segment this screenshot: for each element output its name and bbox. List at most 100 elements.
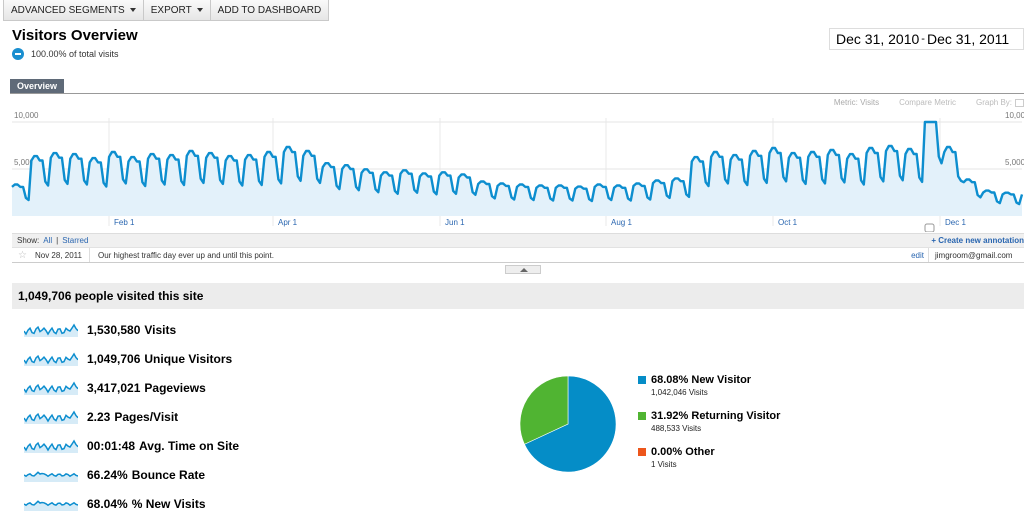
sparkline-icon bbox=[24, 439, 78, 453]
export-button[interactable]: EXPORT bbox=[143, 0, 211, 21]
annotation-date: Nov 28, 2011 bbox=[34, 250, 82, 260]
sparkline-icon bbox=[24, 410, 78, 424]
chart-options: Metric: Visits Compare Metric Graph By: bbox=[834, 98, 1024, 107]
metric-bounce-rate[interactable]: 66.24% Bounce Rate bbox=[24, 465, 205, 485]
metric-label: Avg. Time on Site bbox=[139, 439, 240, 453]
chevron-down-icon bbox=[196, 8, 203, 12]
tab-overview[interactable]: Overview bbox=[10, 79, 65, 93]
page-title: Visitors Overview bbox=[12, 27, 138, 44]
legend-pct: 68.08% bbox=[651, 374, 689, 386]
metric-value: 2.23 bbox=[87, 410, 111, 424]
metric-label: % New Visits bbox=[131, 497, 206, 511]
metric-unique-visitors[interactable]: 1,049,706 Unique Visitors bbox=[24, 349, 232, 369]
sparkline-line bbox=[24, 410, 78, 423]
metric-label: Pageviews bbox=[144, 381, 206, 395]
legend-count: 1 Visits bbox=[651, 460, 677, 469]
chevron-down-icon bbox=[129, 8, 136, 12]
legend-pct: 31.92% bbox=[651, 410, 689, 422]
visits-series-line bbox=[11, 120, 1024, 206]
metric-label: Unique Visitors bbox=[144, 352, 233, 366]
sparkline-line bbox=[24, 381, 78, 394]
advanced-segments-label: ADVANCED SEGMENTS bbox=[11, 4, 125, 16]
graph-by-day-icon[interactable] bbox=[1015, 98, 1024, 107]
metric-value: 1,049,706 bbox=[87, 352, 141, 366]
metric-value: 1,530,580 bbox=[87, 323, 141, 337]
date-end: Dec 31, 2011 bbox=[926, 31, 1010, 47]
sparkline-icon bbox=[24, 352, 78, 366]
x-tick-label: Apr 1 bbox=[278, 218, 298, 227]
visits-chart: 10,000 10,000 5,000 5,000 Feb 1 Apr 1 Jun 1 Aug… bbox=[11, 111, 1024, 232]
metric-pages-per-visit[interactable]: 2.23 Pages/Visit bbox=[24, 407, 178, 427]
sparkline-line bbox=[24, 500, 78, 507]
graph-by-control[interactable]: Graph By: bbox=[976, 98, 1024, 107]
sparkline-fill bbox=[24, 501, 78, 511]
x-tick-label: Aug 1 bbox=[611, 218, 632, 227]
legend-swatch bbox=[638, 448, 646, 457]
annotation-user: jimgroom@gmail.com bbox=[928, 248, 1024, 262]
metric-selector[interactable]: Metric: Visits bbox=[833, 98, 880, 107]
summary-headline: 1,049,706 people visited this site bbox=[12, 283, 1024, 309]
legend-swatch bbox=[638, 412, 646, 421]
y-tick-label-right: 5,000 bbox=[1005, 158, 1024, 167]
metric-avg-time-on-site[interactable]: 00:01:48 Avg. Time on Site bbox=[24, 436, 239, 456]
metric-visits[interactable]: 1,530,580 Visits bbox=[24, 320, 176, 340]
metric-value: 68.04% bbox=[87, 497, 128, 511]
sparkline-fill bbox=[24, 472, 78, 482]
x-tick-label: Oct 1 bbox=[778, 218, 798, 227]
legend-swatch bbox=[638, 376, 646, 385]
annotation-text: Our highest traffic day ever up and unti… bbox=[88, 248, 274, 262]
annotation-show-label: Show: bbox=[17, 236, 40, 245]
graph-by-label: Graph By: bbox=[975, 98, 1012, 107]
legend-label: Other bbox=[685, 446, 715, 458]
annotation-filter-starred[interactable]: Starred bbox=[62, 236, 89, 245]
visits-area-fill bbox=[12, 122, 1022, 216]
visitor-type-pie[interactable] bbox=[518, 374, 618, 474]
annotation-marker-icon bbox=[924, 223, 935, 232]
x-tick-label: Dec 1 bbox=[945, 218, 966, 227]
metric-new-visits[interactable]: 68.04%% New Visits bbox=[24, 494, 206, 514]
legend-label: Returning Visitor bbox=[691, 410, 781, 422]
collapse-annotations-handle[interactable] bbox=[505, 265, 541, 274]
annotation-edit-link[interactable]: edit bbox=[911, 250, 924, 260]
legend-count: 1,042,046 Visits bbox=[651, 388, 708, 397]
pie-slice-returning-visitor[interactable] bbox=[519, 375, 569, 445]
metric-value: 66.24% bbox=[87, 468, 128, 482]
create-annotation-link[interactable]: + Create new annotation bbox=[931, 236, 1024, 245]
x-tick-label: Jun 1 bbox=[445, 218, 465, 227]
annotation-filter-divider: | bbox=[56, 236, 59, 245]
sparkline-icon bbox=[24, 471, 78, 482]
advanced-segments-button[interactable]: ADVANCED SEGMENTS bbox=[3, 0, 144, 21]
date-start: Dec 31, 2010 bbox=[836, 31, 920, 47]
sparkline-icon bbox=[24, 323, 78, 337]
segment-text: 100.00% of total visits bbox=[31, 49, 119, 59]
sparkline-line bbox=[24, 323, 78, 336]
segment-icon[interactable] bbox=[12, 48, 24, 60]
legend-other[interactable]: 0.00% Other 1 Visits bbox=[638, 446, 715, 469]
metric-value: 3,417,021 bbox=[87, 381, 141, 395]
legend-returning-visitor[interactable]: 31.92% Returning Visitor 488,533 Visits bbox=[638, 410, 780, 433]
compare-metric-selector[interactable]: Compare Metric bbox=[899, 98, 956, 107]
x-tick-label: Feb 1 bbox=[114, 218, 135, 227]
add-to-dashboard-button[interactable]: ADD TO DASHBOARD bbox=[210, 0, 330, 21]
sparkline-line bbox=[24, 471, 78, 478]
pie-slice-new-visitor[interactable] bbox=[524, 375, 617, 473]
metric-pageviews[interactable]: 3,417,021 Pageviews bbox=[24, 378, 206, 398]
legend-pct: 0.00% bbox=[651, 446, 683, 458]
metric-value: 00:01:48 bbox=[87, 439, 136, 453]
sparkline-line bbox=[24, 439, 78, 452]
report-toolbar: ADVANCED SEGMENTS EXPORT ADD TO DASHBOAR… bbox=[3, 0, 330, 21]
star-icon[interactable]: ☆ bbox=[18, 249, 27, 261]
segment-indicator: 100.00% of total visits bbox=[12, 48, 119, 60]
sparkline-icon bbox=[24, 381, 78, 395]
y-tick-label: 10,000 bbox=[14, 111, 39, 120]
metric-label: Pages/Visit bbox=[114, 410, 179, 424]
tab-divider bbox=[10, 93, 1024, 94]
date-range-picker[interactable]: Dec 31, 2010 - Dec 31, 2011 bbox=[829, 28, 1024, 50]
metric-label: Visits bbox=[144, 323, 177, 337]
annotation-filter-all[interactable]: All bbox=[43, 236, 53, 245]
date-separator: - bbox=[921, 33, 925, 45]
annotation-row: ☆ Nov 28, 2011 Our highest traffic day e… bbox=[12, 247, 1024, 263]
sparkline-line bbox=[24, 352, 78, 365]
annotation-bar: Show: All | Starred + Create new annotat… bbox=[12, 233, 1024, 247]
legend-new-visitor[interactable]: 68.08% New Visitor 1,042,046 Visits bbox=[638, 374, 751, 397]
